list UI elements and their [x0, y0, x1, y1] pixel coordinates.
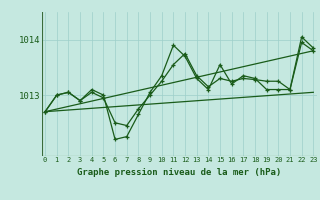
X-axis label: Graphe pression niveau de la mer (hPa): Graphe pression niveau de la mer (hPa) — [77, 168, 281, 177]
